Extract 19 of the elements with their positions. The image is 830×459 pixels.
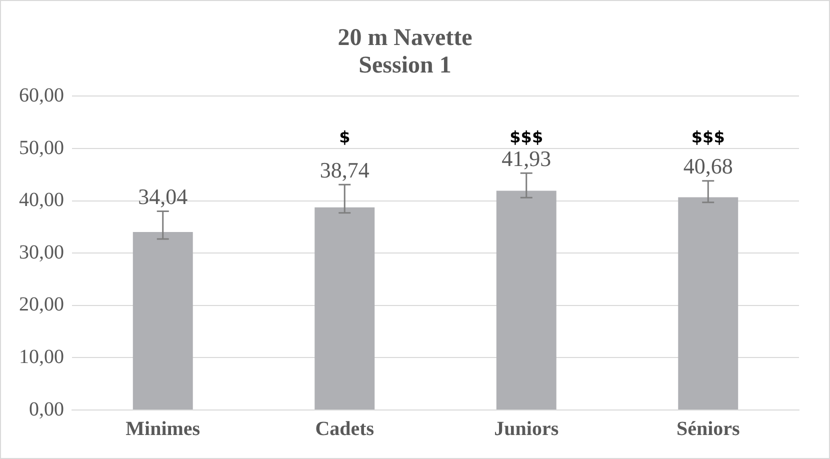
data-label: 34,04 bbox=[138, 184, 188, 210]
annotation: $ bbox=[339, 127, 350, 146]
y-tick-label: 50,00 bbox=[19, 136, 64, 159]
y-tick-label: 10,00 bbox=[19, 346, 64, 368]
x-tick-label: Juniors bbox=[494, 418, 559, 440]
y-tick-label: 20,00 bbox=[19, 294, 64, 316]
data-label: 40,68 bbox=[683, 154, 733, 179]
y-tick-label: 60,00 bbox=[19, 84, 64, 106]
data-label: 41,93 bbox=[502, 146, 552, 171]
y-tick-label: 0,00 bbox=[29, 398, 64, 420]
annotation: $$$ bbox=[510, 127, 544, 146]
y-tick-label: 30,00 bbox=[19, 241, 64, 264]
data-label: 38,74 bbox=[320, 157, 370, 182]
annotation: $$$ bbox=[691, 127, 725, 146]
x-tick-label: Cadets bbox=[315, 418, 374, 440]
x-tick-label: Séniors bbox=[676, 418, 740, 440]
chart-title: 20 m Navette Session 1 bbox=[338, 25, 473, 79]
x-tick-label: Minimes bbox=[126, 418, 200, 440]
y-tick-label: 40,00 bbox=[19, 189, 64, 212]
